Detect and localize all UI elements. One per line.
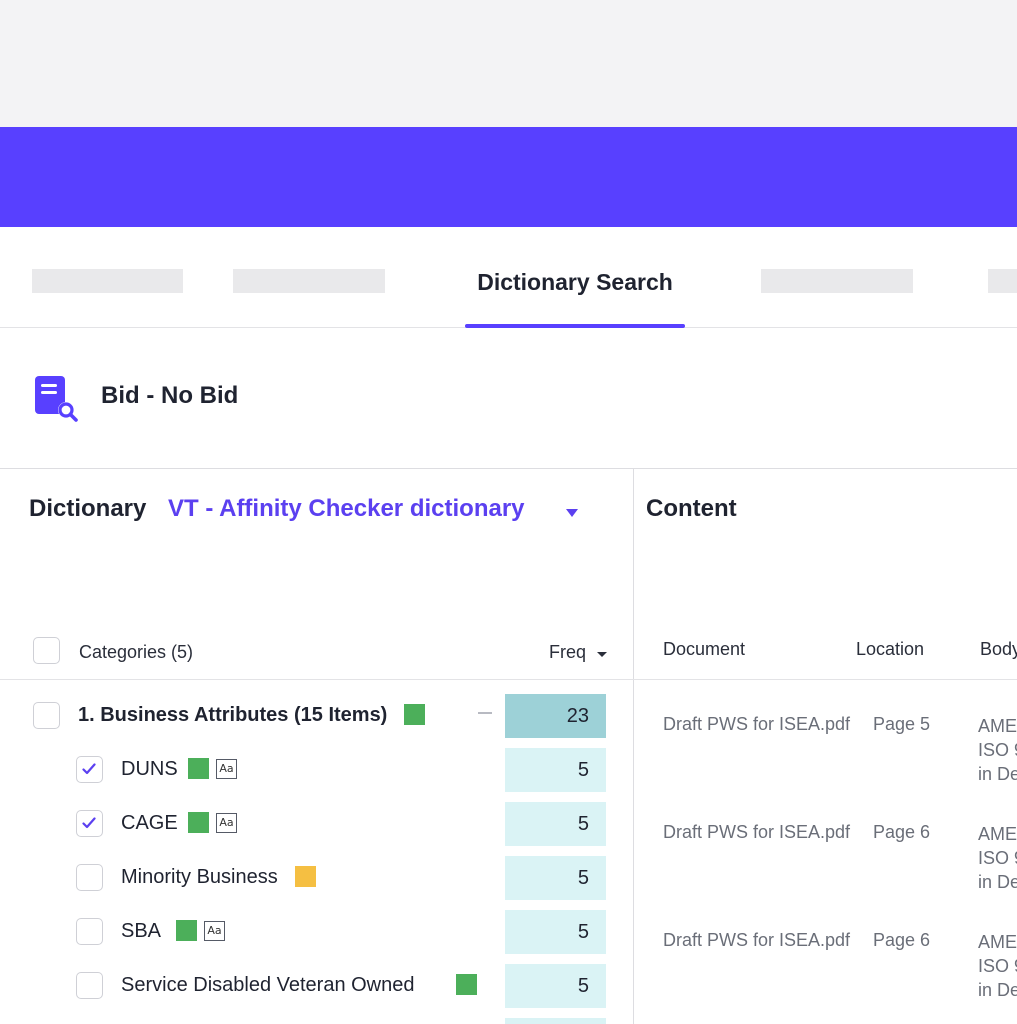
freq-cell: 5 — [505, 910, 606, 954]
category-item-row[interactable]: SBA Aa 5 — [0, 910, 634, 964]
body-line: in De — [978, 872, 1017, 892]
freq-cell: 5 — [505, 856, 606, 900]
item-checkbox[interactable] — [76, 810, 103, 837]
body-column-header[interactable]: Body — [980, 639, 1017, 659]
item-checkbox[interactable] — [76, 918, 103, 945]
green-tag-icon — [188, 758, 209, 779]
freq-value: 5 — [577, 867, 589, 889]
green-tag-icon — [456, 974, 477, 995]
tab-placeholder[interactable] — [988, 269, 1017, 293]
item-label: CAGE — [121, 812, 178, 834]
document-name[interactable]: Draft PWS for ISEA.pdf — [663, 822, 851, 842]
content-row[interactable]: Draft PWS for ISEA.pdf Page 6 AME ISO 9 … — [634, 822, 1017, 930]
location-value: Page 5 — [873, 714, 931, 734]
category-item-row[interactable]: CAGE Aa 5 — [0, 802, 634, 856]
body-line: ISO 9 — [978, 848, 1017, 868]
check-icon — [82, 817, 96, 829]
location-value: Page 6 — [873, 930, 931, 950]
top-bar — [0, 0, 1017, 127]
tab-label: Dictionary Search — [477, 269, 673, 295]
project-header: Bid - No Bid — [0, 328, 1017, 469]
freq-cell: 5 — [505, 964, 606, 1008]
collapse-icon[interactable] — [478, 712, 492, 714]
document-name[interactable]: Draft PWS for ISEA.pdf — [663, 714, 851, 734]
item-checkbox[interactable] — [76, 756, 103, 783]
item-label: DUNS — [121, 758, 178, 780]
item-checkbox[interactable] — [76, 864, 103, 891]
item-label: Service Disabled Veteran Owned — [121, 974, 415, 996]
content-panel: Content Document Location Body Draft PWS… — [634, 469, 1017, 1024]
freq-value: 23 — [566, 705, 589, 727]
brand-header-band — [0, 127, 1017, 227]
body-line: AME — [978, 716, 1017, 736]
group-label: 1. Business Attributes (15 Items) — [78, 704, 388, 726]
item-checkbox[interactable] — [76, 972, 103, 999]
green-tag-icon — [188, 812, 209, 833]
dictionary-select[interactable]: VT - Affinity Checker dictionary — [168, 495, 525, 522]
location-column-header[interactable]: Location — [856, 639, 925, 659]
chevron-down-icon[interactable] — [566, 509, 578, 517]
dictionary-label: Dictionary — [29, 495, 147, 522]
body-line: in De — [978, 764, 1017, 784]
tab-placeholder[interactable] — [233, 269, 385, 293]
case-sensitive-icon: Aa — [216, 813, 237, 833]
freq-value: 5 — [577, 975, 589, 997]
select-all-checkbox[interactable] — [33, 637, 60, 664]
category-item-row[interactable] — [0, 1018, 634, 1024]
body-line: in De — [978, 980, 1017, 1000]
freq-cell — [505, 1018, 606, 1024]
body-line: ISO 9 — [978, 740, 1017, 760]
location-value: Page 6 — [873, 822, 931, 842]
document-column-header[interactable]: Document — [663, 639, 746, 659]
category-item-row[interactable]: Service Disabled Veteran Owned 5 — [0, 964, 634, 1018]
green-tag-icon — [404, 704, 425, 725]
categories-header: Categories (5) Freq — [0, 629, 634, 680]
project-title: Bid - No Bid — [101, 382, 239, 409]
body-snippet: AME ISO 9 in De — [978, 714, 1017, 786]
freq-sort-header[interactable]: Freq — [549, 642, 587, 662]
content-row[interactable]: Draft PWS for ISEA.pdf Page 5 AME ISO 9 … — [634, 714, 1017, 822]
sort-caret-icon[interactable] — [597, 652, 607, 657]
content-row[interactable]: Draft PWS for ISEA.pdf Page 6 AME ISO 9 … — [634, 930, 1017, 1024]
document-name[interactable]: Draft PWS for ISEA.pdf — [663, 930, 851, 950]
tab-bar: Dictionary Search — [0, 227, 1017, 328]
tab-dictionary-search[interactable]: Dictionary Search — [465, 227, 685, 328]
freq-cell: 23 — [505, 694, 606, 738]
active-tab-underline — [465, 324, 685, 328]
body-line: AME — [978, 824, 1017, 844]
check-icon — [82, 763, 96, 775]
freq-cell: 5 — [505, 748, 606, 792]
group-checkbox[interactable] — [33, 702, 60, 729]
category-group-row[interactable]: 1. Business Attributes (15 Items) 23 — [0, 694, 634, 748]
body-line: ISO 9 — [978, 956, 1017, 976]
body-snippet: AME ISO 9 in De — [978, 930, 1017, 1002]
freq-value: 5 — [577, 813, 589, 835]
category-item-row[interactable]: Minority Business 5 — [0, 856, 634, 910]
book-search-icon — [33, 374, 81, 424]
freq-value: 5 — [577, 759, 589, 781]
tab-placeholder[interactable] — [32, 269, 183, 293]
freq-cell: 5 — [505, 802, 606, 846]
item-label: SBA — [121, 920, 162, 942]
yellow-tag-icon — [295, 866, 316, 887]
item-label: Minority Business — [121, 866, 278, 888]
body-snippet: AME ISO 9 in De — [978, 822, 1017, 894]
body-line: AME — [978, 932, 1017, 952]
dictionary-panel: Dictionary VT - Affinity Checker diction… — [0, 469, 634, 1024]
green-tag-icon — [176, 920, 197, 941]
freq-value: 5 — [577, 921, 589, 943]
content-title: Content — [646, 495, 737, 522]
categories-header-label: Categories (5) — [79, 642, 194, 662]
case-sensitive-icon: Aa — [204, 921, 225, 941]
case-sensitive-icon: Aa — [216, 759, 237, 779]
content-table-header: Document Location Body — [634, 629, 1017, 680]
category-item-row[interactable]: DUNS Aa 5 — [0, 748, 634, 802]
tab-placeholder[interactable] — [761, 269, 913, 293]
